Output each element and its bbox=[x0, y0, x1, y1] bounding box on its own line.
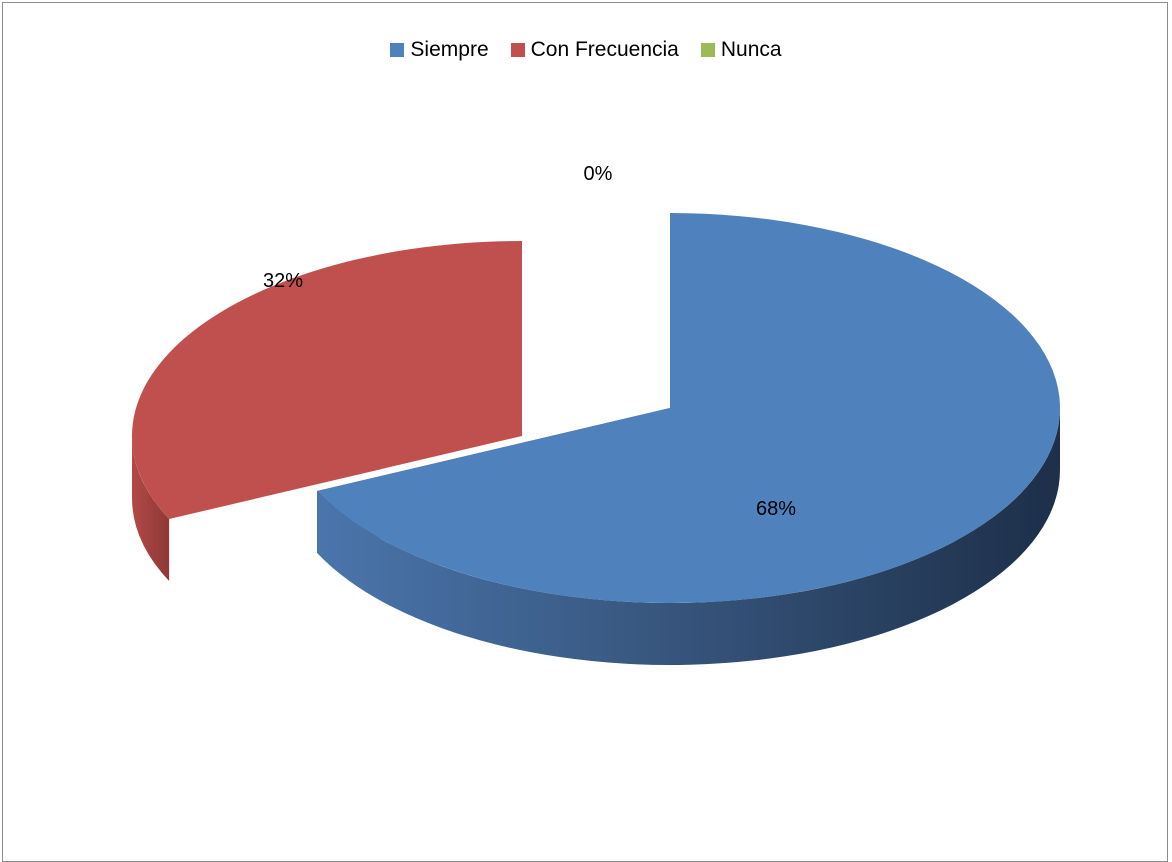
data-label-siempre: 68% bbox=[756, 498, 796, 520]
legend-label-con-frecuencia: Con Frecuencia bbox=[530, 38, 679, 61]
legend-swatch-con-frecuencia bbox=[510, 43, 525, 57]
legend-swatch-siempre bbox=[390, 43, 405, 57]
legend-item-nunca: Nunca bbox=[700, 38, 782, 62]
pie-slice-side-siempre bbox=[317, 408, 1061, 665]
pie-slice-siempre bbox=[317, 213, 1061, 665]
legend-label-siempre: Siempre bbox=[410, 38, 489, 61]
legend: Siempre Con Frecuencia Nunca bbox=[0, 38, 1172, 62]
pie-slice-con-frecuencia bbox=[131, 241, 523, 582]
legend-label-nunca: Nunca bbox=[720, 38, 782, 61]
pie-slice-top-siempre bbox=[317, 213, 1061, 603]
legend-item-siempre: Siempre bbox=[390, 38, 489, 62]
data-label-nunca: 0% bbox=[584, 163, 613, 185]
legend-item-con-frecuencia: Con Frecuencia bbox=[510, 38, 679, 62]
pie-slice-top-con-frecuencia bbox=[131, 241, 523, 520]
data-label-con-frecuencia: 32% bbox=[263, 270, 303, 292]
pie-slice-side-con-frecuencia bbox=[132, 436, 170, 582]
legend-swatch-nunca bbox=[700, 43, 715, 57]
